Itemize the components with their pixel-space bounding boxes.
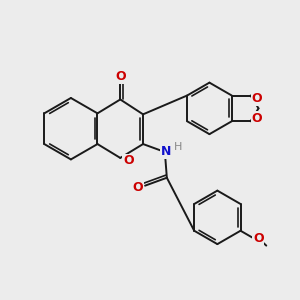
Text: N: N [161,146,171,158]
Text: H: H [174,142,182,152]
Text: O: O [251,92,262,105]
Text: O: O [133,181,143,194]
Text: O: O [251,112,262,125]
Text: O: O [115,70,126,83]
Text: O: O [123,154,134,167]
Text: O: O [253,232,264,245]
